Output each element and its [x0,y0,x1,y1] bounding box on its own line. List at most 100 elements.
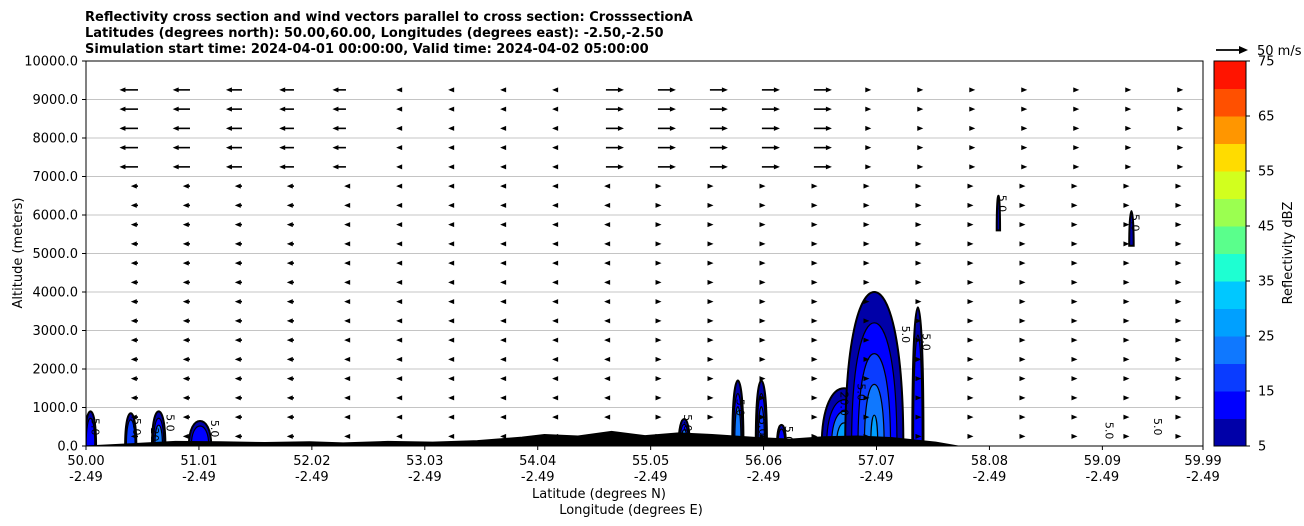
wind-vector-head-52 [173,164,179,169]
colorbar-band-2 [1214,364,1246,392]
x-tick-lat-3: 53.03 [406,454,443,469]
colorbar-band-7 [1214,226,1246,254]
wind-vector-head-223 [670,164,676,169]
colorbar-tick-label-5: 55 [1258,165,1275,180]
wind-vector-head-395 [1125,145,1131,150]
wind-vector-head-404 [1175,338,1181,343]
wind-vector-head-126 [396,203,402,208]
wind-vector-head-24 [131,338,137,343]
x-tick-lon-10: -2.49 [1186,470,1220,485]
wind-vector-head-396 [1125,126,1131,131]
x-tick-lat-8: 58.08 [971,454,1008,469]
wind-vector-head-256 [760,261,766,266]
wind-vector-head-133 [448,434,454,439]
y-tick-label-10: 10000.0 [24,55,78,70]
wind-vector-head-234 [708,318,714,323]
wind-vector-head-56 [173,87,179,92]
wind-vector-head-227 [670,87,676,92]
wind-vector-head-165 [500,184,506,189]
colorbar-band-12 [1214,89,1246,117]
wind-vector-head-382 [1123,395,1129,400]
wind-vector-head-344 [1019,395,1025,400]
wind-vector-head-386 [1123,318,1129,323]
x-tick-lat-1: 51.01 [180,454,217,469]
x-axis-label-lon: Longitude (degrees E) [559,503,703,518]
wind-vector-head-259 [760,203,766,208]
wind-vector-head-91 [279,145,285,150]
wind-vector-head-225 [670,126,676,131]
colorbar-band-10 [1214,144,1246,172]
wind-vector-head-37 [119,87,125,92]
wind-vector-head-89 [287,184,293,189]
wind-vector-head-42 [183,357,189,362]
wind-vector-head-160 [500,280,506,285]
wind-vector-head-76 [287,434,293,439]
wind-vector-head-69 [235,203,241,208]
wind-vector-head-326 [967,376,973,381]
wind-vector-head-299 [865,164,871,169]
wind-vector-head-264 [774,107,780,112]
wind-vector-head-275 [811,261,817,266]
wind-vector-head-335 [967,203,973,208]
wind-vector-head-194 [604,357,610,362]
wind-vector-head-113 [332,87,338,92]
horizontal-gridlines [86,100,1203,408]
x-tick-lat-5: 55.05 [632,454,669,469]
wind-vector-head-375 [1073,164,1079,169]
wind-vector-head-374 [1071,184,1077,189]
wind-vector-head-337 [969,164,975,169]
wind-vector-head-230 [708,395,714,400]
wind-vector-head-328 [967,338,973,343]
wind-vector-head-188 [552,107,558,112]
wind-vector-head-313 [915,261,921,266]
wind-vector-head-166 [500,164,506,169]
wind-vector-head-383 [1123,376,1129,381]
wind-vector-head-74 [226,107,232,112]
title-block: Reflectivity cross section and wind vect… [85,10,693,57]
wind-vector-head-31 [131,203,137,208]
wind-vector-head-399 [1175,434,1181,439]
wind-vector-head-270 [811,357,817,362]
wind-vector-head-237 [708,261,714,266]
wind-vector-head-295 [863,241,869,246]
wind-vector-head-315 [915,222,921,227]
wind-vector-head-361 [1071,434,1077,439]
wind-vector-head-67 [235,241,241,246]
wind-vector-head-47 [183,261,189,266]
wind-vector-head-255 [760,280,766,285]
wind-vector-head-35 [119,126,125,131]
wind-vector-head-293 [863,280,869,285]
wind-vector-head-348 [1019,318,1025,323]
wind-vector-head-341 [969,87,975,92]
wind-vector-head-150 [448,107,454,112]
wind-vector-head-119 [396,338,402,343]
wind-vector-head-339 [969,126,975,131]
wind-vector-head-179 [552,280,558,285]
wind-vector-head-258 [760,222,766,227]
wind-vector-head-377 [1073,126,1079,131]
wind-vector-head-318 [917,164,923,169]
wind-vector-head-351 [1019,261,1025,266]
wind-vector-head-384 [1123,357,1129,362]
wind-vector-head-403 [1175,357,1181,362]
wind-vector-head-153 [500,415,506,420]
wind-vector-head-413 [1177,164,1183,169]
wind-vector-head-63 [235,318,241,323]
colorbar-band-5 [1214,281,1246,309]
wind-vector-head-167 [500,145,506,150]
wind-vector-head-158 [500,318,506,323]
wind-vector-head-116 [396,395,402,400]
wind-vector-head-204 [618,164,624,169]
wind-vector-head-66 [235,261,241,266]
wind-vector-head-79 [287,376,293,381]
wind-vector-head-112 [332,107,338,112]
wind-vector-head-340 [969,107,975,112]
wind-vector-head-218 [656,261,662,266]
wind-vector-head-186 [552,145,558,150]
wind-vector-head-48 [183,241,189,246]
wind-vector-head-191 [604,415,610,420]
wind-vector-head-355 [1019,184,1025,189]
wind-vector-head-174 [552,376,558,381]
wind-vector-head-316 [915,203,921,208]
colorbar-tick-label-6: 65 [1258,110,1275,125]
